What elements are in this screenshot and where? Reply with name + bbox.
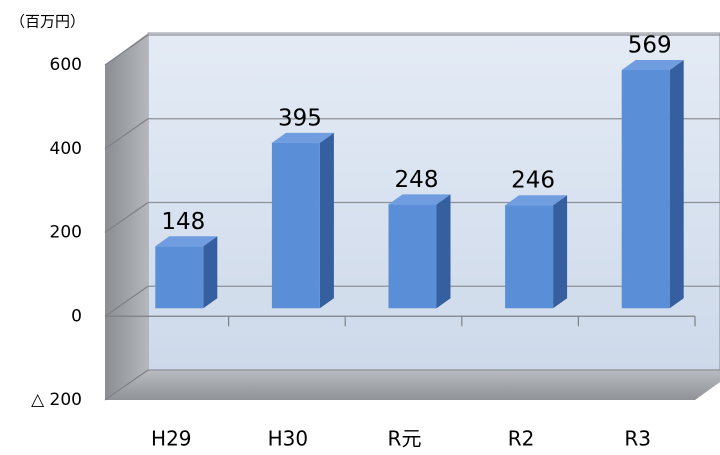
value-label: 148	[161, 209, 205, 235]
x-tick-label: R2	[508, 427, 535, 451]
grid-line-side	[104, 118, 149, 150]
bar-side	[319, 132, 334, 309]
value-label: 246	[511, 168, 555, 194]
bar-side	[203, 236, 218, 309]
y-tick-label: 0	[71, 306, 82, 326]
bar-top	[505, 195, 568, 206]
value-label: 248	[395, 167, 439, 193]
y-tick-label: △ 200	[31, 390, 82, 410]
plot: △ 200 0 200 400 600 H29 148 H30 395 R元 248 R2 246 R3 5…	[31, 32, 720, 451]
grid-line-side	[104, 202, 149, 233]
bar-top	[621, 59, 684, 70]
value-label: 569	[628, 32, 672, 58]
x-tick-label: H29	[151, 427, 192, 451]
value-label: 395	[278, 105, 322, 131]
y-tick-label: 600	[50, 55, 82, 75]
bar-side	[669, 59, 684, 309]
grid-line-side	[104, 34, 149, 66]
floor	[105, 370, 720, 400]
bar	[621, 69, 670, 309]
bar-top	[155, 236, 218, 247]
x-tick-label: H30	[268, 427, 309, 451]
bar-side	[436, 194, 451, 309]
y-tick-label: 200	[50, 223, 82, 243]
unit-label: （百万円）	[10, 13, 85, 31]
bar	[155, 246, 204, 309]
bar-top	[388, 194, 451, 205]
x-tick-label: R元	[388, 427, 422, 451]
grid-line-side	[104, 285, 149, 317]
grid-line-side	[104, 369, 149, 401]
bar	[505, 205, 554, 309]
side-wall	[105, 33, 148, 400]
bar-side	[553, 195, 568, 309]
x-tick-label: R3	[624, 427, 651, 451]
bar-top	[271, 132, 334, 143]
y-tick-label: 400	[50, 139, 82, 159]
bar	[271, 142, 320, 309]
bar	[388, 204, 437, 309]
